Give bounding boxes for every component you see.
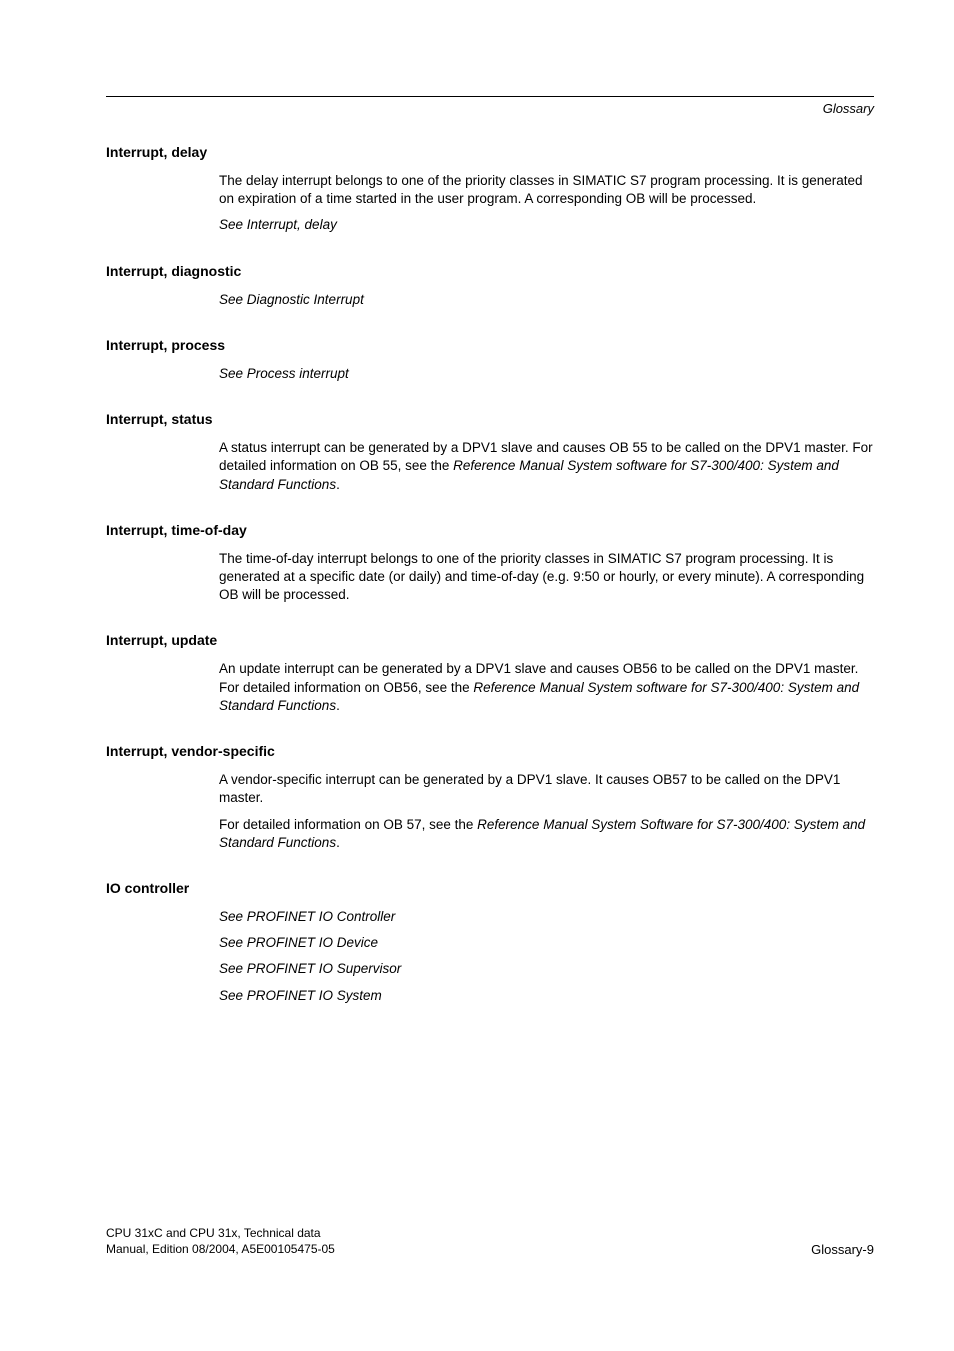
see-reference: See PROFINET IO Controller — [219, 908, 874, 926]
see-reference: See Interrupt, delay — [219, 216, 874, 234]
glossary-definition: A vendor-specific interrupt can be gener… — [219, 771, 874, 852]
see-reference: See PROFINET IO Supervisor — [219, 960, 874, 978]
glossary-definition: See PROFINET IO Controller See PROFINET I… — [219, 908, 874, 1005]
glossary-term: IO controller — [106, 880, 874, 896]
glossary-term: Interrupt, delay — [106, 144, 874, 160]
glossary-entry: Interrupt, update An update interrupt can… — [106, 632, 874, 715]
glossary-entry: Interrupt, status A status interrupt can … — [106, 411, 874, 494]
page-footer: CPU 31xC and CPU 31x, Technical data Man… — [106, 1225, 874, 1257]
glossary-entry: IO controllerSee PROFINET IO ControllerS… — [106, 880, 874, 1005]
glossary-entry: Interrupt, delay The delay interrupt belo… — [106, 144, 874, 235]
glossary-term: Interrupt, process — [106, 337, 874, 353]
header-rule — [106, 96, 874, 97]
see-reference: See Process interrupt — [219, 365, 874, 383]
glossary-entry: Interrupt, vendor-specific A vendor-speci… — [106, 743, 874, 852]
definition-paragraph: For detailed information on OB 57, see t… — [219, 816, 874, 852]
definition-paragraph: The delay interrupt belongs to one of th… — [219, 172, 874, 208]
glossary-term: Interrupt, status — [106, 411, 874, 427]
see-reference: See Diagnostic Interrupt — [219, 291, 874, 309]
glossary-entries: Interrupt, delay The delay interrupt belo… — [106, 144, 874, 1005]
definition-paragraph: The time-of-day interrupt belongs to one… — [219, 550, 874, 605]
glossary-entry: Interrupt, process See Process interrupt — [106, 337, 874, 383]
glossary-definition: An update interrupt can be generated by … — [219, 660, 874, 715]
footer-doc-edition: Manual, Edition 08/2004, A5E00105475-05 — [106, 1241, 335, 1257]
definition-paragraph: An update interrupt can be generated by … — [219, 660, 874, 715]
glossary-definition: The time-of-day interrupt belongs to one… — [219, 550, 874, 605]
glossary-definition: The delay interrupt belongs to one of th… — [219, 172, 874, 235]
see-reference: See PROFINET IO Device — [219, 934, 874, 952]
glossary-term: Interrupt, diagnostic — [106, 263, 874, 279]
glossary-entry: Interrupt, time-of-day The time-of-day in… — [106, 522, 874, 605]
footer-page-number: Glossary-9 — [811, 1242, 874, 1257]
definition-paragraph: A status interrupt can be generated by a… — [219, 439, 874, 494]
header-section-label: Glossary — [106, 101, 874, 116]
definition-paragraph: A vendor-specific interrupt can be gener… — [219, 771, 874, 807]
glossary-entry: Interrupt, diagnostic See Diagnostic Inte… — [106, 263, 874, 309]
glossary-term: Interrupt, update — [106, 632, 874, 648]
footer-doc-title: CPU 31xC and CPU 31x, Technical data — [106, 1225, 335, 1241]
glossary-definition: A status interrupt can be generated by a… — [219, 439, 874, 494]
see-reference: See PROFINET IO System — [219, 987, 874, 1005]
glossary-term: Interrupt, vendor-specific — [106, 743, 874, 759]
glossary-definition: See Diagnostic Interrupt — [219, 291, 874, 309]
glossary-definition: See Process interrupt — [219, 365, 874, 383]
glossary-term: Interrupt, time-of-day — [106, 522, 874, 538]
